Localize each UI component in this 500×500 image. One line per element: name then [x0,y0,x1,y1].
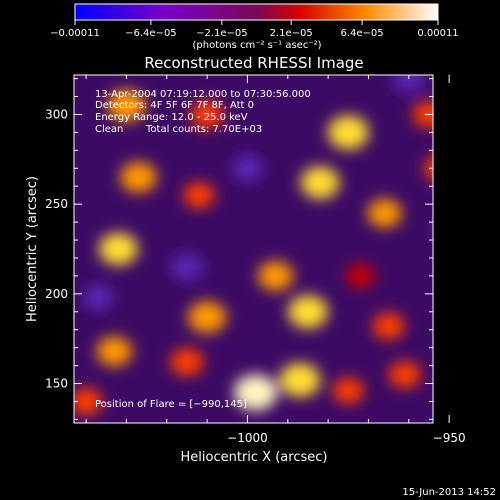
y-tick-label: 150 [45,377,68,391]
heat-blob [96,336,133,367]
plot-area [74,75,433,423]
x-axis-tick-labels: −1000−950−900 [227,431,466,445]
annotation-flare-position: Position of Flare = [−990,145] [95,399,247,410]
y-tick-label: 200 [45,287,68,301]
colorbar-gradient [74,3,439,21]
heat-blob [170,348,204,376]
annotation-clean: Clean [95,124,123,135]
heat-blob [412,100,433,128]
colorbar-tick-labels: −0.00011 −6.4e−05 −2.1e−05 2.1e−05 6.4e−05 0.… [50,28,459,39]
colorbar-tick-label: −0.00011 [50,28,100,39]
colorbar-tick-label: −2.1e−05 [196,28,248,39]
heat-blob [367,198,402,228]
heat-blob [233,374,278,411]
colorbar-tick-label: 0.00011 [417,28,458,39]
heat-blob [170,253,204,281]
x-tick-label: −1000 [227,431,268,445]
y-axis-label: Heliocentric Y (arcsec) [25,176,40,322]
annotation-block: 13-Apr-2004 07:19:12.000 to 07:30:56.000… [95,89,311,410]
chart-title: Reconstructed RHESSI Image [144,54,363,72]
heat-blob [345,263,375,289]
annotation-detectors: Detectors: 4F 5F 6F 7F 8F, Att 0 [95,100,254,111]
heat-blob [190,100,224,129]
colorbar-ticks [74,20,439,25]
heat-blob [231,155,264,182]
heat-blob [74,387,103,415]
heat-blob [279,362,321,398]
heatmap-field [74,75,433,415]
x-axis-ticks [85,75,450,423]
annotation-total-counts: Total counts: 7.70E+03 [145,124,262,135]
heat-blob [372,312,405,340]
colorbar-tick-label: 2.1e−05 [270,28,313,39]
annotation-energy-range: Energy Range: 12.0 - 25.0 keV [95,112,248,123]
colorbar-unit-label: (photons cm⁻² s⁻¹ asec⁻²) [192,40,321,51]
y-axis-ticks [74,78,433,420]
colorbar-tick-label: 6.4e−05 [341,28,384,39]
heat-blob [300,166,340,199]
y-axis-tick-labels: 150 200 250 300 [45,107,68,390]
annotation-time-range: 13-Apr-2004 07:19:12.000 to 07:30:56.000 [95,89,311,100]
colorbar: −0.00011 −6.4e−05 −2.1e−05 2.1e−05 6.4e−05 0.… [50,3,459,51]
heat-blob [187,301,227,334]
heat-blob [98,232,138,266]
footer-date: 15-Jun-2013 14:52 [402,487,496,498]
heat-blob [392,75,425,93]
colorbar-tick-label: −6.4e−05 [125,28,177,39]
heat-blob [287,295,328,329]
heat-blob [120,161,157,193]
heat-blob [183,182,215,209]
y-tick-label: 250 [45,197,68,211]
x-axis-label: Heliocentric X (arcsec) [181,450,328,465]
heat-blob [257,261,294,291]
x-tick-label: −950 [433,431,466,445]
heat-blob [83,284,114,311]
y-tick-label: 300 [45,107,68,121]
heat-blob [107,89,146,122]
plot-frame [73,74,434,424]
heat-blob [424,156,433,181]
heat-blob [388,361,421,389]
heat-blob [327,115,369,150]
heat-blob [332,377,364,404]
